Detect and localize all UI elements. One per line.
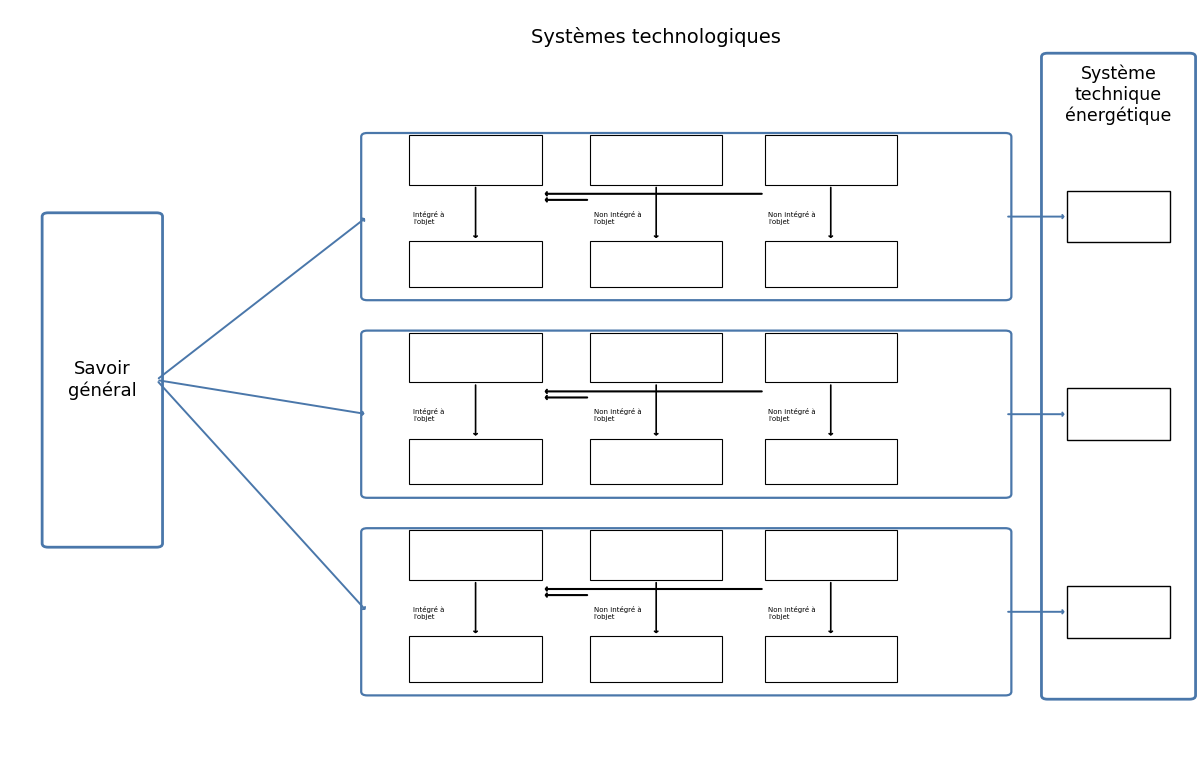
Text: Connaissances liées à
l'utilisation d'un objet: Connaissances liées à l'utilisation d'un… [787, 652, 874, 666]
Text: Apprentissage à travers
la fabrication: Apprentissage à travers la fabrication [610, 150, 702, 169]
FancyBboxPatch shape [42, 213, 163, 547]
Text: Connaissances liées à la
conception d'un objet: Connaissances liées à la conception d'un… [433, 257, 518, 271]
Text: Non intégré à
l'objet: Non intégré à l'objet [594, 606, 642, 619]
Text: Intégré à
l'objet: Intégré à l'objet [413, 408, 444, 422]
Bar [765, 439, 897, 484]
Bar [765, 135, 897, 185]
Bar [765, 333, 897, 382]
Text: Connaissances liées à
l'utilisation d'un objet: Connaissances liées à l'utilisation d'un… [787, 257, 874, 271]
Text: Connaissances liées à la
fabrication d'un objet: Connaissances liées à la fabrication d'u… [608, 454, 704, 468]
Text: Apprentissage à travers
la recherche: Apprentissage à travers la recherche [430, 348, 521, 367]
Text: Système
technique
énergétique: Système technique énergétique [1066, 65, 1171, 125]
Text: Savoir
général: Savoir général [67, 360, 137, 400]
FancyBboxPatch shape [361, 528, 1011, 695]
Text: Connaissances liées à la
conception d'un objet: Connaissances liées à la conception d'un… [433, 652, 518, 666]
FancyBboxPatch shape [361, 133, 1011, 300]
FancyBboxPatch shape [361, 331, 1011, 498]
Text: Intégré à
l'objet: Intégré à l'objet [413, 606, 444, 619]
Bar [409, 135, 542, 185]
Text: Apprentissage à travers
la recherche: Apprentissage à travers la recherche [430, 150, 521, 169]
Text: Connaissances liées à la
conception d'un objet: Connaissances liées à la conception d'un… [433, 454, 518, 468]
Bar [1068, 191, 1169, 242]
Bar [765, 241, 897, 287]
Text: Apprentissage à travers
l'usage: Apprentissage à travers l'usage [785, 348, 877, 367]
Bar [590, 135, 722, 185]
Text: T 1: T 1 [1105, 207, 1132, 226]
Text: Apprentissage à travers
l'usage: Apprentissage à travers l'usage [785, 150, 877, 169]
Bar [409, 241, 542, 287]
Text: Apprentissage à travers
la fabrication: Apprentissage à travers la fabrication [610, 348, 702, 367]
Bar [409, 530, 542, 580]
Bar [590, 241, 722, 287]
Bar [1068, 388, 1169, 440]
Bar [1068, 586, 1169, 638]
Text: Connaissances liées à la
fabrication d'un objet: Connaissances liées à la fabrication d'u… [608, 652, 704, 666]
FancyBboxPatch shape [1041, 53, 1196, 699]
Bar [590, 439, 722, 484]
Bar [409, 333, 542, 382]
Text: Non intégré à
l'objet: Non intégré à l'objet [768, 606, 816, 619]
Bar [765, 530, 897, 580]
Text: Non intégré à
l'objet: Non intégré à l'objet [768, 211, 816, 224]
Text: Non intégré à
l'objet: Non intégré à l'objet [594, 211, 642, 224]
Text: Intégré à
l'objet: Intégré à l'objet [413, 211, 444, 224]
Text: Systèmes technologiques: Systèmes technologiques [531, 27, 781, 46]
Bar [765, 636, 897, 682]
Text: Connaissances liées à
l'utilisation d'un objet: Connaissances liées à l'utilisation d'un… [787, 454, 874, 468]
Text: Comp.: Comp. [1093, 604, 1144, 619]
Text: Non intégré à
l'objet: Non intégré à l'objet [768, 408, 816, 422]
Text: Non intégré à
l'objet: Non intégré à l'objet [594, 408, 642, 422]
Bar [590, 530, 722, 580]
Text: Connaissances liées à la
fabrication d'un objet: Connaissances liées à la fabrication d'u… [608, 257, 704, 271]
Bar [590, 636, 722, 682]
Bar [409, 636, 542, 682]
Text: Apprentissage à travers
la recherche: Apprentissage à travers la recherche [430, 546, 521, 565]
Text: Apprentissage à travers
l'usage: Apprentissage à travers l'usage [785, 546, 877, 565]
Bar [590, 333, 722, 382]
Text: Apprentissage à travers
la fabrication: Apprentissage à travers la fabrication [610, 546, 702, 565]
Bar [409, 439, 542, 484]
Text: Comp.: Comp. [1093, 407, 1144, 422]
